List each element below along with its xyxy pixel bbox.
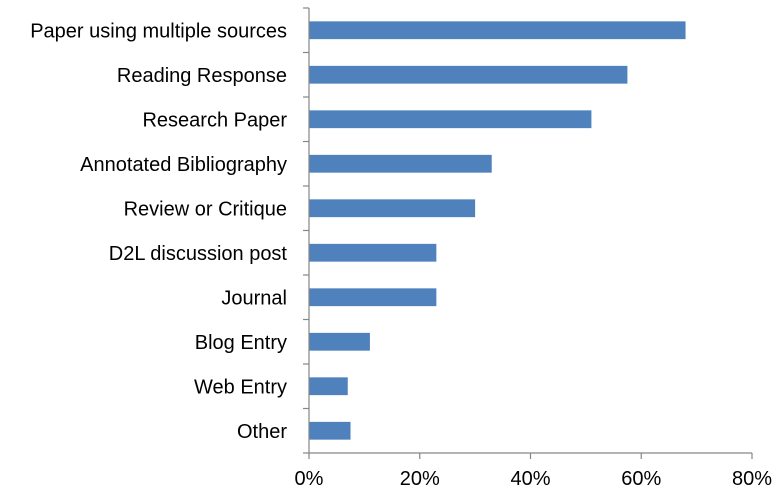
bar xyxy=(309,65,628,84)
bar xyxy=(309,377,348,396)
category-label: Reading Response xyxy=(117,65,287,87)
bar xyxy=(309,110,592,129)
bar xyxy=(309,21,686,40)
category-label: Paper using multiple sources xyxy=(30,20,287,42)
axes-group xyxy=(303,7,753,459)
bar xyxy=(309,288,437,307)
category-label: Other xyxy=(237,421,287,443)
category-label: Journal xyxy=(221,287,287,309)
bar xyxy=(309,332,370,351)
category-label: Annotated Bibliography xyxy=(80,154,287,176)
x-tick-label: 0% xyxy=(295,468,324,490)
category-label: Review or Critique xyxy=(124,198,287,220)
category-label: Research Paper xyxy=(142,109,287,131)
category-label: D2L discussion post xyxy=(109,243,288,265)
x-tick-label: 40% xyxy=(510,468,550,490)
bars-group xyxy=(309,21,686,440)
bar xyxy=(309,243,437,262)
bar xyxy=(309,199,476,218)
bar xyxy=(309,154,492,173)
x-tick-label: 60% xyxy=(621,468,661,490)
bar xyxy=(309,421,351,440)
labels-group: Paper using multiple sources Reading Resp… xyxy=(30,20,772,490)
category-label: Blog Entry xyxy=(195,332,287,354)
x-tick-label: 80% xyxy=(732,468,772,490)
x-tick-label: 20% xyxy=(400,468,440,490)
category-label: Web Entry xyxy=(194,376,287,398)
